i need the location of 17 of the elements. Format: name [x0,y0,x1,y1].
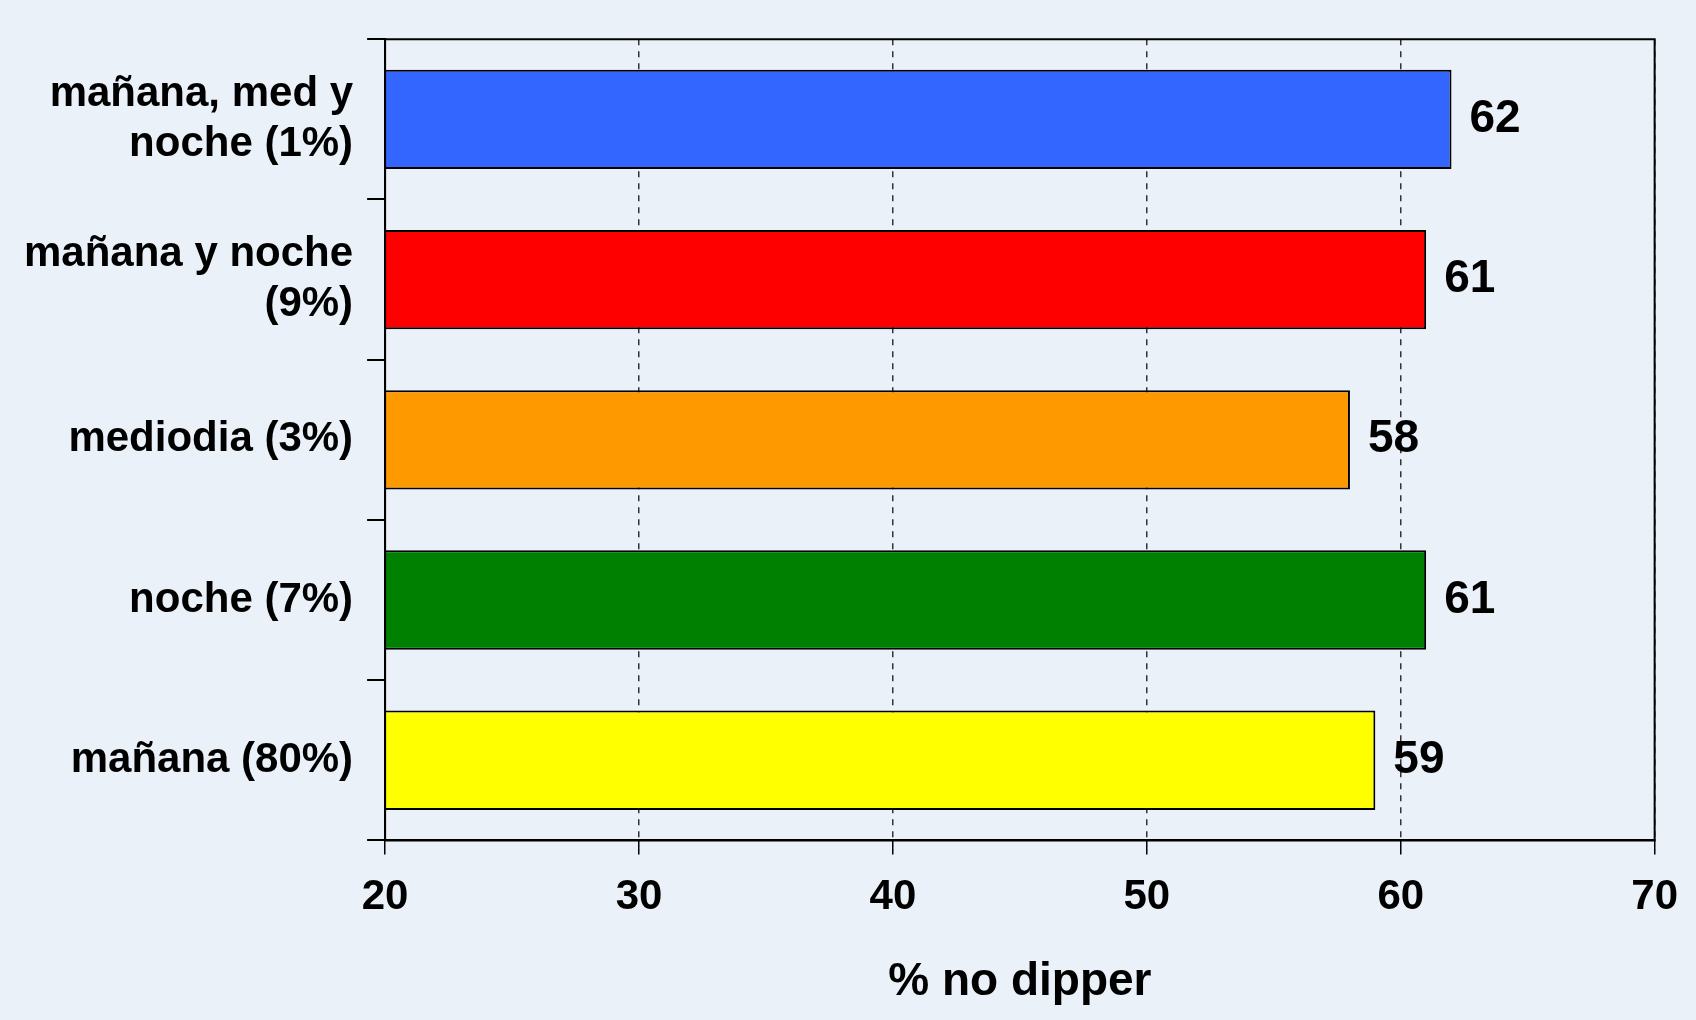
y-tick-label: mediodia (3%) [68,413,354,461]
data-label: 59 [1393,730,1445,783]
x-tick-label: 60 [1377,871,1425,919]
x-tick-label: 20 [361,871,409,919]
data-label: 61 [1444,250,1496,303]
data-label: 62 [1469,90,1521,143]
x-tick-label: 70 [1631,871,1678,919]
y-tick-label: mañana (80%) [70,733,354,781]
y-tick-label: mañana, med y noche (1%) [49,67,354,166]
data-label: 61 [1444,570,1496,623]
y-tick-label: noche (7%) [129,573,354,621]
x-tick-label: 50 [1123,871,1171,919]
x-tick-label: 40 [869,871,917,919]
x-axis-title: % no dipper [888,953,1152,1006]
data-label: 58 [1367,410,1420,463]
x-tick-label: 30 [615,871,663,919]
y-tick-label: mañana y noche (9%) [24,227,354,326]
